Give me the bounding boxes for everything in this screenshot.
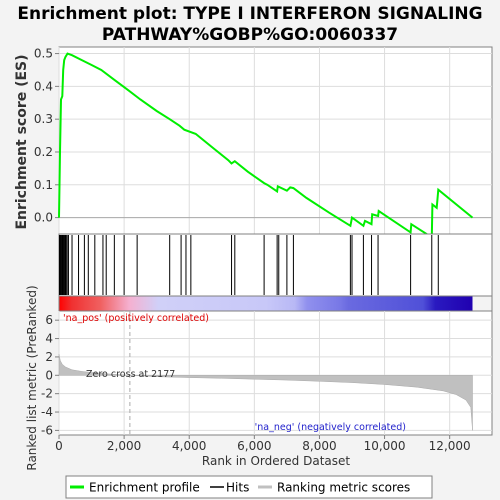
rank-ytick-label: -2 — [41, 387, 53, 401]
ranking-metric-area — [58, 354, 473, 431]
chart-title-line-1: Enrichment plot: TYPE I INTERFERON SIGNA… — [17, 4, 482, 24]
x-tick-label: 8,000 — [302, 439, 336, 453]
legend-metric-label: Ranking metric scores — [277, 481, 410, 495]
hits-panel — [58, 233, 493, 297]
x-tick-label: 12,000 — [429, 439, 471, 453]
enrichment-profile-line — [58, 52, 474, 240]
x-axis-label: Rank in Ordered Dataset — [202, 454, 350, 468]
legend: Enrichment profile Hits Ranking metric s… — [65, 475, 433, 499]
rank-ytick-label: -6 — [41, 423, 53, 437]
rank-panel-frame — [58, 310, 493, 436]
x-tick-label: 6,000 — [237, 439, 271, 453]
x-tick-label: 0 — [55, 439, 63, 453]
es-ytick-label: 0.0 — [34, 211, 53, 225]
chart-title-line-2: PATHWAY%GOBP%GO:0060337 — [102, 25, 398, 45]
rank-ytick-label: 6 — [45, 313, 53, 327]
x-tick-label: 4,000 — [172, 439, 206, 453]
es-ytick-label: 0.2 — [34, 145, 53, 159]
es-ylabel: Enrichment score (ES) — [14, 54, 30, 229]
x-tick-label: 10,000 — [364, 439, 406, 453]
rank-metric-panel: -6 -4 -2 0 2 4 6 'na_pos' (positively correlat… — [25, 285, 493, 471]
rank-ytick-label: -4 — [41, 405, 53, 419]
es-ytick-label: 0.1 — [34, 178, 53, 192]
x-tick-label: 2,000 — [107, 439, 141, 453]
rank-color-bar-fill — [59, 296, 473, 311]
rank-ytick-label: 0 — [45, 368, 53, 382]
es-ytick-label: 0.5 — [34, 47, 53, 61]
es-panel: 0.0 0.1 0.2 0.3 0.4 0.5 Enrichment score (ES) — [14, 46, 493, 240]
rank-ytick-label: 2 — [45, 350, 53, 364]
pos-label: 'na_pos' (positively correlated) — [63, 313, 209, 324]
rank-color-bar — [58, 295, 493, 312]
es-ytick-label: 0.4 — [34, 79, 53, 93]
es-panel-frame — [58, 46, 493, 235]
hits-panel-frame — [58, 233, 493, 297]
legend-profile-label: Enrichment profile — [89, 481, 200, 495]
legend-frame — [65, 475, 433, 499]
es-ytick-label: 0.3 — [34, 112, 53, 126]
rank-ylabel: Ranked list metric (PreRanked) — [25, 285, 39, 470]
rank-ytick-label: 4 — [45, 332, 53, 346]
zero-cross-label: Zero cross at 2177 — [86, 369, 175, 380]
legend-hits-label: Hits — [226, 481, 249, 495]
neg-label: 'na_neg' (negatively correlated) — [255, 422, 406, 433]
